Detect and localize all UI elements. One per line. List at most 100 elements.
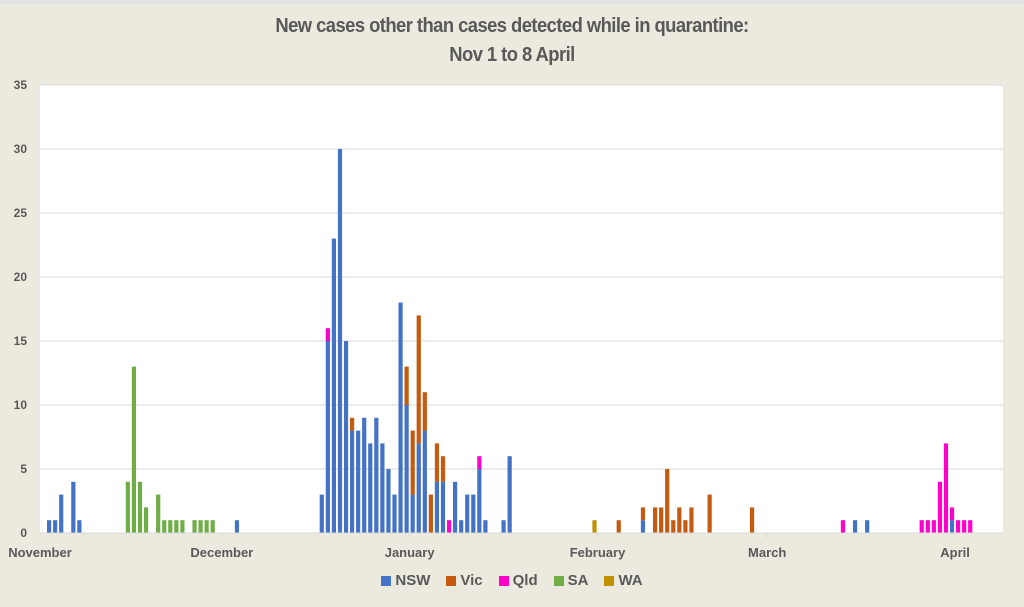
x-tick-label: December [190,545,253,560]
y-tick-label: 35 [14,78,28,92]
bar-vic-feb-12 [665,469,670,533]
x-tick-label: February [570,545,626,560]
bar-vic-feb-16 [689,507,694,533]
legend-label: Qld [512,572,538,589]
y-tick-label: 20 [14,270,28,284]
bar-nsw-feb-8 [640,520,646,533]
bar-vic-feb-13 [671,520,676,533]
bar-vic-dec-22 [349,417,355,431]
legend-swatch [604,575,615,586]
bar-vic-dec-31 [404,366,409,405]
bar-nsw-dec-27 [380,443,385,533]
bar-nsw-dec-18 [325,341,330,533]
bar-nsw-jan-6 [440,481,446,533]
bar-nsw-jan-10 [465,494,470,533]
bar-sa-nov-21 [162,520,167,533]
bar-vic-feb-10 [652,507,658,533]
bar-nsw-dec-30 [398,302,403,533]
bar-sa-nov-26 [192,520,197,533]
bar-vic-feb-11 [659,507,664,533]
bar-nsw-dec-25 [368,443,373,533]
bar-nsw-nov-6 [71,481,76,533]
bar-sa-nov-28 [204,520,209,533]
y-axis: 0 5 10 15 20 25 30 35 [14,78,28,540]
bar-qld-dec-18 [325,328,330,341]
bar-sa-nov-27 [198,520,203,533]
legend-label: WA [618,572,643,589]
bar-nsw-jan-11 [471,494,476,533]
x-tick-label: April [940,545,970,560]
x-tick-label: November [8,545,72,560]
bar-qld-mar-31 [949,507,955,521]
plot-area [40,85,1003,533]
legend-item-wa: WA [604,572,643,589]
bars [46,149,973,533]
bar-vic-feb-26 [749,507,755,533]
bar-nsw-dec-31 [404,405,409,533]
bar-nsw-dec-23 [356,430,361,533]
bar-qld-mar-26 [919,520,924,533]
bar-qld-mar-27 [925,520,930,533]
bar-nsw-nov-2 [46,520,52,533]
bar-nsw-jan-8 [453,481,458,533]
bar-nsw-jan-9 [459,520,464,533]
bar-nsw-jan-2 [416,443,421,533]
bar-sa-nov-29 [210,520,215,533]
legend-item-qld: Qld [498,572,538,589]
legend-swatch [381,575,392,586]
y-tick-label: 30 [14,142,28,156]
bar-nsw-nov-3 [53,520,58,533]
legend-label: SA [567,572,589,589]
bar-vic-feb-15 [683,520,688,533]
bar-sa-nov-22 [168,520,173,533]
legend-swatch [446,575,457,586]
bar-nsw-mar-15 [852,520,858,533]
bar-nsw-dec-29 [392,494,397,533]
bar-nsw-jan-3 [422,430,427,533]
bar-vic-feb-19 [707,494,712,533]
legend-swatch [553,575,564,586]
bar-nsw-nov-4 [59,494,64,533]
bar-vic-feb-8 [640,507,646,521]
bar-qld-mar-13 [840,520,846,533]
y-tick-label: 15 [14,334,28,348]
bar-nsw-dec-3 [234,520,240,533]
bar-nsw-dec-19 [331,238,337,533]
bar-qld-apr-3 [968,520,973,533]
legend-label: Vic [460,572,483,589]
bar-vic-feb-4 [616,520,621,533]
bar-qld-jan-12 [477,456,482,469]
y-tick-label: 25 [14,206,28,220]
x-tick-label: March [748,545,786,560]
bar-nsw-jan-17 [507,456,512,533]
bar-vic-jan-3 [422,392,427,431]
legend-label: NSW [395,572,431,589]
bar-sa-nov-23 [174,520,179,533]
x-axis: November December January February March Apri… [8,533,970,560]
bar-nsw-dec-24 [362,417,367,533]
bar-nsw-dec-26 [374,417,379,533]
gridlines [40,84,1003,470]
bar-sa-nov-18 [143,507,149,533]
legend-item-nsw: NSW [381,572,430,589]
bar-qld-mar-30 [943,443,949,533]
chart-subtitle: Nov 1 to 8 April [449,44,575,66]
y-tick-label: 5 [20,462,27,476]
bar-wa-jan-31 [592,520,597,533]
bar-qld-mar-29 [937,481,943,533]
bar-nsw-dec-28 [386,469,391,533]
legend-item-sa: SA [553,572,589,589]
bar-nsw-jan-1 [410,494,415,533]
bar-nsw-jan-13 [483,520,488,533]
bar-sa-nov-16 [131,366,137,533]
bar-qld-apr-2 [962,520,967,533]
legend: NSW Vic Qld SA WA [0,572,1024,589]
legend-swatch [498,575,509,586]
bar-sa-nov-17 [137,481,143,533]
x-tick-label: January [385,545,436,560]
y-tick-label: 10 [14,398,28,412]
bar-nsw-mar-17 [865,520,870,533]
bar-vic-jan-1 [410,430,415,495]
